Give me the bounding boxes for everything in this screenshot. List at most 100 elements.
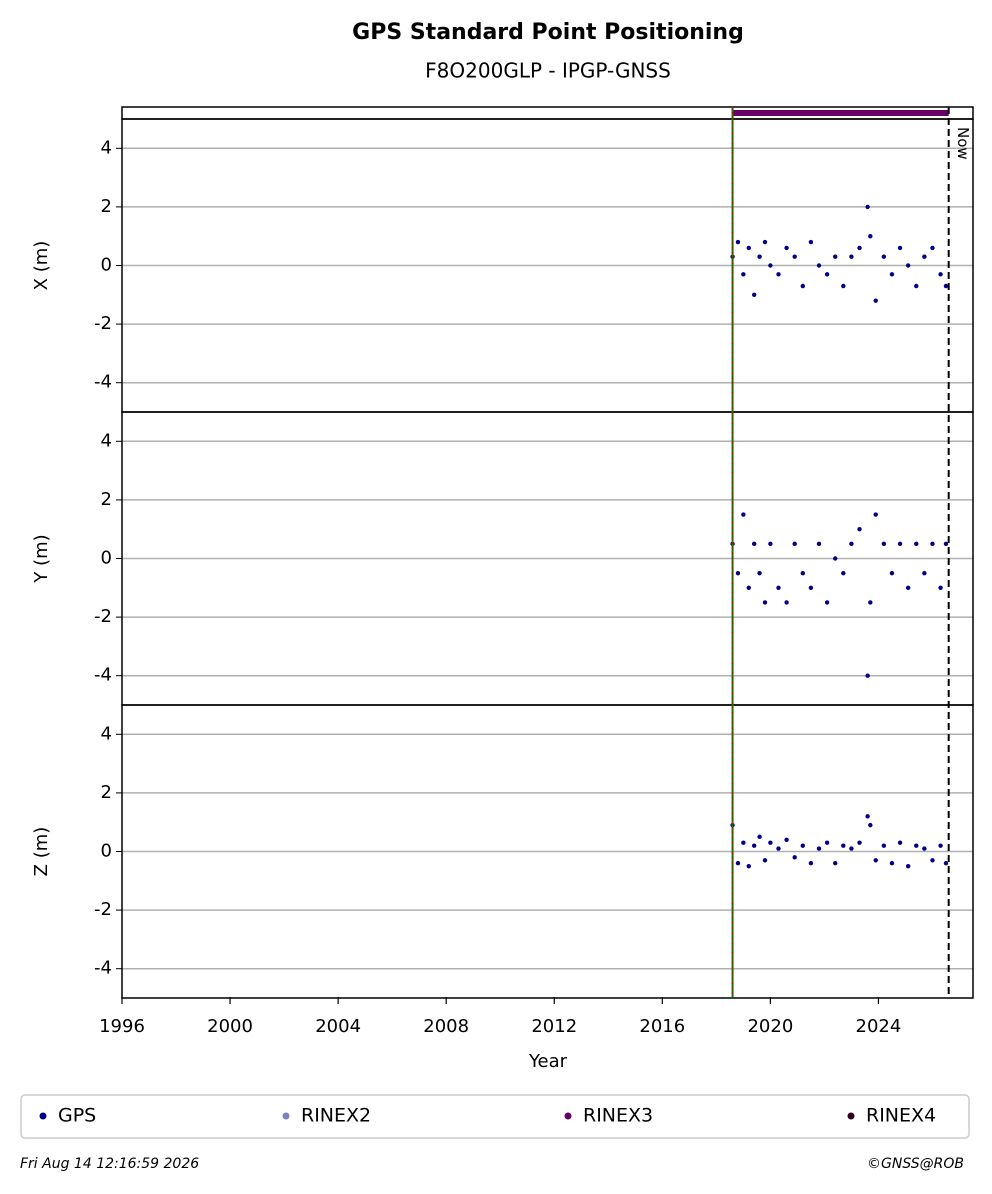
data-point <box>868 822 873 828</box>
x-tick-label: 2012 <box>531 1016 577 1037</box>
data-point <box>841 570 846 576</box>
data-point <box>889 570 895 576</box>
data-point <box>800 283 805 289</box>
data-point <box>930 541 935 547</box>
data-point <box>824 840 830 845</box>
data-point <box>841 283 846 289</box>
data-point <box>776 585 781 590</box>
data-point <box>943 283 949 289</box>
x-tick-label: 1996 <box>99 1016 145 1037</box>
data-point <box>751 541 757 547</box>
data-point <box>922 254 927 259</box>
data-point <box>768 541 773 547</box>
x-tick-label: 2020 <box>747 1016 793 1037</box>
data-point <box>905 585 911 590</box>
data-point <box>943 541 949 547</box>
data-point <box>757 570 762 576</box>
legend-label: GPS <box>58 1105 96 1127</box>
y-tick-label: -4 <box>94 958 112 979</box>
data-point <box>914 283 919 289</box>
data-point <box>735 570 741 576</box>
data-point <box>762 239 768 245</box>
data-point <box>768 840 773 845</box>
data-point <box>746 245 751 251</box>
y-tick-label: 4 <box>101 723 112 744</box>
data-point <box>735 239 741 245</box>
data-point <box>816 541 822 547</box>
y-tick-label: -2 <box>94 313 112 334</box>
y-tick-label: 2 <box>101 196 112 217</box>
data-point <box>751 292 757 297</box>
data-point <box>833 556 838 561</box>
y-tick-label: -4 <box>94 372 112 393</box>
data-point <box>808 585 814 590</box>
data-point <box>930 245 935 251</box>
data-point <box>873 858 878 863</box>
x-tick-label: 2000 <box>207 1016 253 1037</box>
data-point <box>784 245 789 251</box>
y-tick-label: -2 <box>94 899 112 920</box>
data-point <box>938 585 943 590</box>
y-tick-label: 0 <box>101 841 112 862</box>
y-tick-label: 2 <box>101 782 112 803</box>
x-tick-label: 2016 <box>639 1016 685 1037</box>
y-tick-label: 0 <box>101 255 112 276</box>
data-point <box>873 512 878 517</box>
data-point <box>751 843 757 848</box>
data-point <box>897 840 903 845</box>
data-point <box>930 858 935 863</box>
data-point <box>865 204 870 210</box>
data-point <box>824 600 830 605</box>
data-point <box>849 254 854 259</box>
data-point <box>889 272 895 277</box>
data-point <box>833 254 838 259</box>
data-point <box>800 570 805 576</box>
data-point <box>816 263 822 268</box>
legend-label: RINEX2 <box>301 1105 371 1127</box>
legend-marker <box>847 1112 855 1120</box>
data-point <box>784 837 789 842</box>
data-point <box>897 245 903 251</box>
legend-label: RINEX4 <box>866 1105 936 1127</box>
data-point <box>784 600 789 605</box>
data-point <box>741 512 746 517</box>
legend-marker <box>564 1112 572 1120</box>
x-axis-label: Year <box>528 1051 568 1072</box>
data-point <box>808 239 814 245</box>
data-point <box>865 814 870 819</box>
data-point <box>881 541 887 547</box>
y-tick-label: -2 <box>94 606 112 627</box>
data-point <box>741 840 746 845</box>
y-axis-label: Z (m) <box>31 827 52 877</box>
chart-title: GPS Standard Point Positioning <box>352 20 744 45</box>
data-point <box>897 541 903 547</box>
data-point <box>914 541 919 547</box>
data-point <box>816 846 822 851</box>
data-point <box>922 846 927 851</box>
data-point <box>824 272 830 277</box>
y-tick-label: 0 <box>101 548 112 569</box>
data-point <box>868 600 873 605</box>
y-axis-label: X (m) <box>31 241 52 291</box>
legend-marker <box>39 1112 47 1120</box>
data-point <box>792 541 797 547</box>
legend-box <box>20 1094 970 1139</box>
y-tick-label: -4 <box>94 665 112 686</box>
data-point <box>735 861 741 866</box>
y-tick-label: 4 <box>101 430 112 451</box>
chart-subtitle: F8O200GLP - IPGP-GNSS <box>425 59 671 83</box>
data-point <box>776 846 781 851</box>
data-point <box>849 541 854 547</box>
data-point <box>762 600 768 605</box>
y-tick-label: 4 <box>101 137 112 158</box>
data-point <box>841 843 846 848</box>
data-point <box>800 843 805 848</box>
data-point <box>857 840 862 845</box>
data-point <box>746 585 751 590</box>
data-point <box>792 254 797 259</box>
data-point <box>757 254 762 259</box>
data-point <box>938 843 943 848</box>
data-point <box>914 843 919 848</box>
x-tick-label: 2004 <box>315 1016 361 1037</box>
credit: ©GNSS@ROB <box>867 1156 964 1172</box>
